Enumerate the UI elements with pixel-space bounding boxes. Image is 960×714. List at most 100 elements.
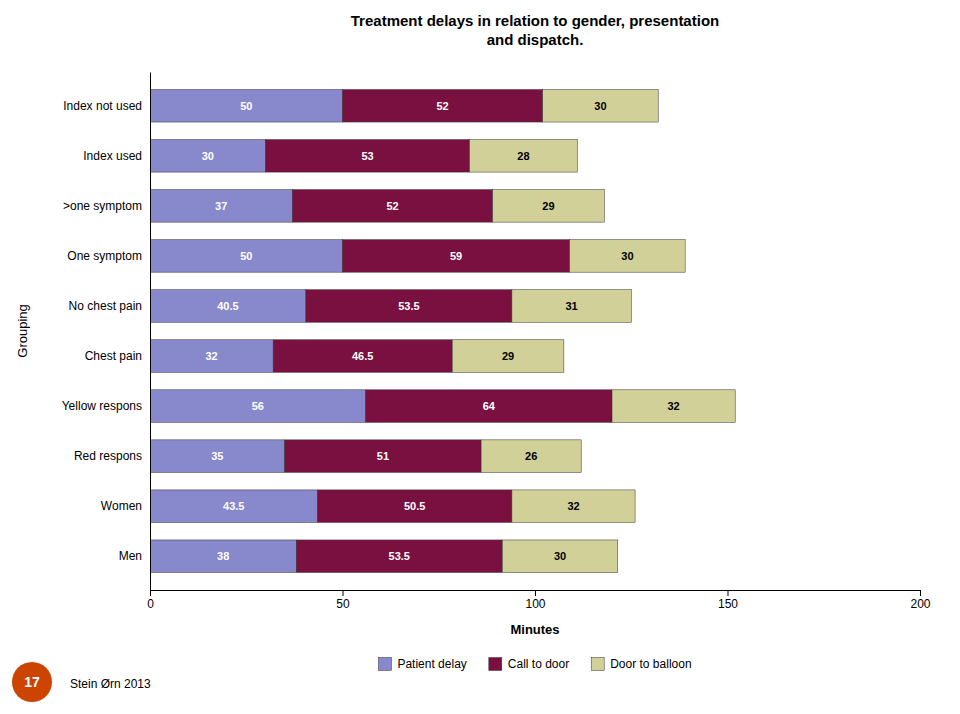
data-label: 46.5 xyxy=(352,350,373,362)
axis-line xyxy=(150,73,151,591)
data-label: 59 xyxy=(450,250,462,262)
data-label: 37 xyxy=(215,200,227,212)
tick: Chest pain xyxy=(85,349,142,363)
bar xyxy=(285,440,481,473)
legend-item: Call to door xyxy=(489,657,569,671)
data-label: 43.5 xyxy=(223,500,244,512)
bar xyxy=(512,490,635,523)
axis-line xyxy=(151,591,921,597)
tick: Index used xyxy=(83,149,142,163)
data-label: 32 xyxy=(567,500,579,512)
tick: Women xyxy=(101,499,142,513)
data-label: 29 xyxy=(502,350,514,362)
tick-label: Yellow respons xyxy=(62,399,142,413)
legend-label: Call to door xyxy=(508,657,569,671)
legend-swatch xyxy=(489,658,502,671)
tick-label: Red respons xyxy=(74,449,142,463)
data-label: 30 xyxy=(554,550,566,562)
tick-mark xyxy=(535,590,536,596)
data-label: 50 xyxy=(240,250,252,262)
legend: Patient delay Call to door Door to balloon xyxy=(378,657,691,671)
bar xyxy=(273,340,452,373)
tick-mark xyxy=(343,590,344,596)
slide-number-badge xyxy=(12,662,52,702)
tick: >one symptom xyxy=(63,199,142,213)
tick: No chest pain xyxy=(69,299,142,313)
bar xyxy=(512,290,631,323)
data-label: 52 xyxy=(436,100,448,112)
data-label: 51 xyxy=(377,450,389,462)
y-axis-title: Grouping xyxy=(15,304,30,357)
legend-label: Patient delay xyxy=(397,657,466,671)
tick-label: >one symptom xyxy=(63,199,142,213)
tick-label: Index not used xyxy=(63,99,142,113)
bars xyxy=(150,90,735,573)
tick-label: 50 xyxy=(336,597,350,611)
bar xyxy=(150,290,306,323)
legend-item: Patient delay xyxy=(378,657,466,671)
bar xyxy=(543,90,659,123)
bar xyxy=(150,340,273,373)
bar xyxy=(306,290,512,323)
annotation: 17 xyxy=(24,674,40,690)
tick: 200 xyxy=(910,590,930,611)
bar xyxy=(481,440,581,473)
legend-item: Door to balloon xyxy=(591,657,691,671)
data-label: 31 xyxy=(565,300,577,312)
tick: 150 xyxy=(718,590,738,611)
data-label: 30 xyxy=(621,250,633,262)
data-label: 50.5 xyxy=(404,500,425,512)
data-label: 30 xyxy=(594,100,606,112)
data-label: 56 xyxy=(252,400,264,412)
data-label: 53 xyxy=(361,150,373,162)
tick-label: Chest pain xyxy=(85,349,142,363)
data-labels: 5030375040.532563543.5385253525953.546.5… xyxy=(202,100,680,562)
data-label: 28 xyxy=(517,150,529,162)
tick-label: Women xyxy=(101,499,142,513)
tick-label: 150 xyxy=(718,597,738,611)
tick: 50 xyxy=(336,590,350,611)
bar xyxy=(343,90,543,123)
series xyxy=(452,90,735,573)
bar xyxy=(502,540,618,573)
tick-mark xyxy=(920,590,921,596)
tick-label: 100 xyxy=(525,597,545,611)
data-label: 35 xyxy=(211,450,223,462)
tick: Men xyxy=(119,549,142,563)
tick-label: One symptom xyxy=(67,249,142,263)
data-label: 32 xyxy=(205,350,217,362)
bar xyxy=(150,90,343,123)
tick-label: No chest pain xyxy=(69,299,142,313)
annotation: Stein Ørn 2013 xyxy=(70,677,151,691)
legend-swatch xyxy=(591,658,604,671)
tick-label: Index used xyxy=(83,149,142,163)
bar xyxy=(150,440,285,473)
data-label: 38 xyxy=(217,550,229,562)
bar xyxy=(150,140,266,173)
data-label: 30 xyxy=(202,150,214,162)
bar xyxy=(150,390,366,423)
tick: 0 xyxy=(147,590,154,611)
data-label: 26 xyxy=(525,450,537,462)
x-axis: 0 50 100 150 200 xyxy=(147,590,931,611)
tick: 100 xyxy=(525,590,545,611)
bar xyxy=(150,240,343,273)
data-label: 53.5 xyxy=(389,550,410,562)
data-label: 52 xyxy=(386,200,398,212)
legend-swatch xyxy=(378,658,391,671)
bar xyxy=(570,240,686,273)
tick-mark xyxy=(150,590,151,596)
tick-label: 0 xyxy=(147,597,154,611)
legend-label: Door to balloon xyxy=(610,657,691,671)
plot: 5030375040.532563543.5385253525953.546.5… xyxy=(62,73,931,611)
tick-label: 200 xyxy=(910,597,930,611)
bar xyxy=(612,390,735,423)
bar xyxy=(150,540,296,573)
tick-mark xyxy=(728,590,729,596)
tick: Yellow respons xyxy=(62,399,142,413)
bar xyxy=(292,190,492,223)
bar xyxy=(493,190,605,223)
bar xyxy=(452,340,564,373)
bar xyxy=(150,190,292,223)
tick: One symptom xyxy=(67,249,142,263)
